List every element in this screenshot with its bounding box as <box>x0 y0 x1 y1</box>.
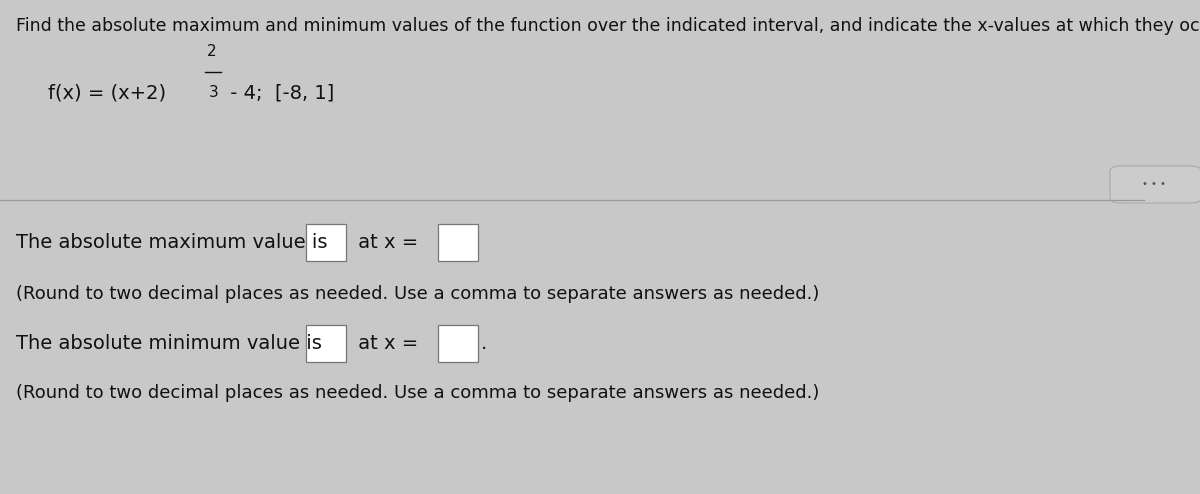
Text: • • •: • • • <box>1142 179 1166 189</box>
Text: The absolute minimum value is: The absolute minimum value is <box>16 334 328 353</box>
FancyBboxPatch shape <box>306 223 346 261</box>
Text: at x =: at x = <box>352 334 424 353</box>
Text: .: . <box>481 334 487 353</box>
FancyBboxPatch shape <box>438 325 478 362</box>
Text: (Round to two decimal places as needed. Use a comma to separate answers as neede: (Round to two decimal places as needed. … <box>16 384 818 402</box>
Text: at x =: at x = <box>352 233 424 251</box>
Text: 3: 3 <box>209 85 218 100</box>
FancyBboxPatch shape <box>306 325 346 362</box>
FancyBboxPatch shape <box>438 223 478 261</box>
Text: (Round to two decimal places as needed. Use a comma to separate answers as neede: (Round to two decimal places as needed. … <box>16 285 818 303</box>
Text: Find the absolute maximum and minimum values of the function over the indicated : Find the absolute maximum and minimum va… <box>16 17 1200 35</box>
Text: - 4;  [-8, 1]: - 4; [-8, 1] <box>224 84 335 103</box>
Text: The absolute maximum value is: The absolute maximum value is <box>16 233 334 251</box>
Text: f(x) = (x+2): f(x) = (x+2) <box>48 84 166 103</box>
Text: 2: 2 <box>206 44 216 59</box>
FancyBboxPatch shape <box>1110 166 1200 203</box>
